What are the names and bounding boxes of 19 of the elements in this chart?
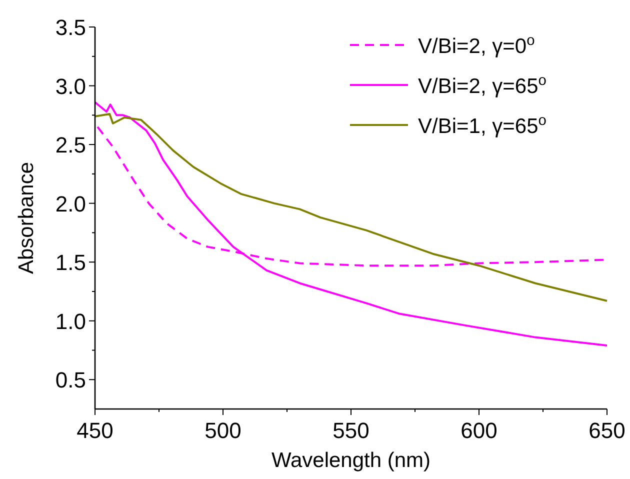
x-tick-label: 550 [332,418,370,443]
y-tick-label: 3.5 [55,15,86,40]
x-tick-label: 600 [460,418,498,443]
x-axis-title: Wavelength (nm) [271,449,431,472]
x-tick-label: 450 [76,418,114,443]
legend-label: V/Bi=2, γ=0$^{o}$ [418,33,535,58]
x-tick-label: 650 [588,418,626,443]
y-tick-label: 3.0 [55,74,86,99]
line-series [94,112,608,302]
y-tick-label: 2.0 [55,191,86,216]
y-tick-label: 1.0 [55,308,86,334]
line-series [94,101,608,347]
y-tick-label: 2.5 [55,132,86,158]
x-tick-label: 500 [204,418,242,443]
legend-label: V/Bi=1, γ=65$^{o}$ [418,113,546,138]
legend-label: V/Bi=2, γ=65$^{o}$ [418,73,546,98]
y-tick-label: 0.5 [55,368,86,393]
y-axis-title: Absorbance [15,162,38,274]
y-tick-label: 1.5 [55,250,86,276]
